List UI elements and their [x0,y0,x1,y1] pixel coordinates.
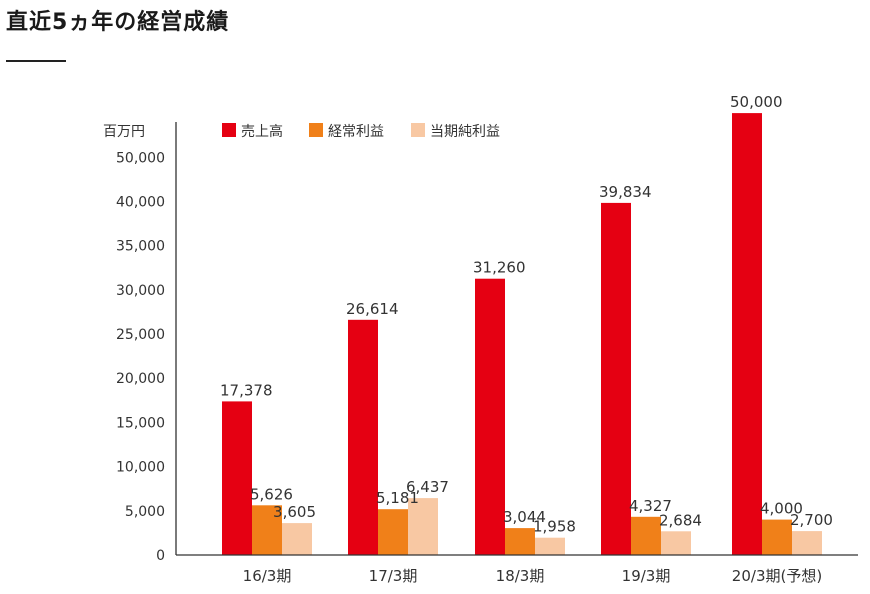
y-axis-unit: 百万円 [103,124,145,140]
y-axis-ticks: 0 5,000 10,000 15,000 20,000 25,000 30,000 35,0… [116,150,165,564]
bar [282,523,312,555]
data-label: 3,605 [273,503,316,521]
bar [348,319,378,555]
legend: 売上高 経常利益 当期純利益 [222,123,500,140]
bar [222,401,252,555]
y-tick-label: 15,000 [116,415,165,431]
data-label: 31,260 [473,259,526,277]
category-label: 20/3期(予想) [732,567,822,585]
bar [252,505,282,555]
title-underline [6,60,66,62]
legend-swatch [222,123,236,137]
data-label: 1,958 [533,518,576,536]
data-label: 4,000 [760,500,803,518]
legend-swatch [309,123,323,137]
bar [631,516,661,555]
bar [505,528,535,555]
category-label: 16/3期 [243,567,292,585]
legend-label: 売上高 [241,123,283,140]
bar [601,202,631,555]
y-tick-label: 50,000 [116,150,165,166]
bar [732,113,762,555]
bar [378,509,408,555]
legend-label: 経常利益 [328,124,384,140]
data-label: 50,000 [730,93,783,111]
data-label: 5,626 [250,485,293,503]
y-tick-label: 40,000 [116,195,165,211]
data-label: 2,684 [659,511,702,529]
legend-swatch [411,123,425,137]
data-label: 17,378 [220,381,273,399]
legend-label: 当期純利益 [430,124,500,140]
bar [661,531,691,555]
category-label: 18/3期 [496,567,545,585]
bar [408,498,438,555]
data-label: 6,437 [406,478,449,496]
category-label: 19/3期 [622,567,671,585]
y-tick-label: 35,000 [116,239,165,255]
bar [792,531,822,555]
y-tick-label: 5,000 [125,504,165,520]
y-tick-label: 30,000 [116,283,165,299]
y-tick-label: 20,000 [116,371,165,387]
data-label: 4,327 [629,497,672,515]
bar [475,278,505,555]
y-tick-label: 25,000 [116,327,165,343]
bar [762,519,792,555]
page-title: 直近5ヵ年の経営成績 [6,10,230,35]
x-axis-labels: 16/3期 17/3期 18/3期 19/3期 20/3期(予想) [243,567,823,585]
data-label: 3,044 [503,508,546,526]
data-label: 5,181 [376,489,419,507]
data-label: 2,700 [790,511,833,529]
data-label: 39,834 [599,183,652,201]
data-label: 26,614 [346,300,399,318]
bar [535,537,565,555]
category-label: 17/3期 [369,567,418,585]
y-tick-label: 0 [156,548,165,564]
y-tick-label: 10,000 [116,460,165,476]
bars [222,113,822,555]
